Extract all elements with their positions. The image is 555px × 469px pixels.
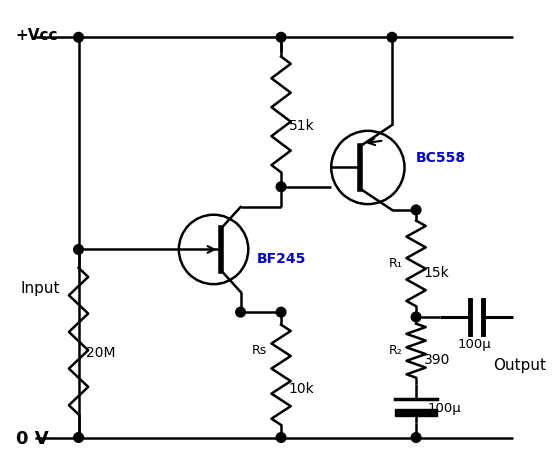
Text: 100μ: 100μ bbox=[428, 402, 461, 415]
Circle shape bbox=[276, 307, 286, 317]
Circle shape bbox=[74, 433, 83, 442]
Text: BC558: BC558 bbox=[416, 151, 466, 165]
Text: 10k: 10k bbox=[289, 382, 315, 396]
Circle shape bbox=[411, 205, 421, 215]
Text: 51k: 51k bbox=[289, 120, 315, 134]
Text: Input: Input bbox=[21, 280, 60, 295]
Circle shape bbox=[411, 433, 421, 442]
Circle shape bbox=[276, 182, 286, 191]
Bar bbox=[395, 408, 437, 416]
Text: R₂: R₂ bbox=[389, 344, 403, 357]
Text: +Vcc: +Vcc bbox=[16, 28, 58, 43]
Circle shape bbox=[411, 312, 421, 322]
Circle shape bbox=[387, 32, 397, 42]
Text: 20M: 20M bbox=[86, 346, 116, 360]
Text: BF245: BF245 bbox=[257, 252, 306, 266]
Text: R₁: R₁ bbox=[389, 257, 403, 270]
Circle shape bbox=[74, 32, 83, 42]
Text: 100μ: 100μ bbox=[457, 338, 491, 351]
Circle shape bbox=[236, 307, 245, 317]
Text: 15k: 15k bbox=[424, 266, 450, 280]
Circle shape bbox=[74, 245, 83, 254]
Text: 390: 390 bbox=[424, 353, 450, 367]
Text: 0 V: 0 V bbox=[16, 431, 48, 448]
Text: Output: Output bbox=[493, 358, 546, 373]
Circle shape bbox=[276, 433, 286, 442]
Text: Rs: Rs bbox=[252, 344, 268, 357]
Circle shape bbox=[276, 32, 286, 42]
